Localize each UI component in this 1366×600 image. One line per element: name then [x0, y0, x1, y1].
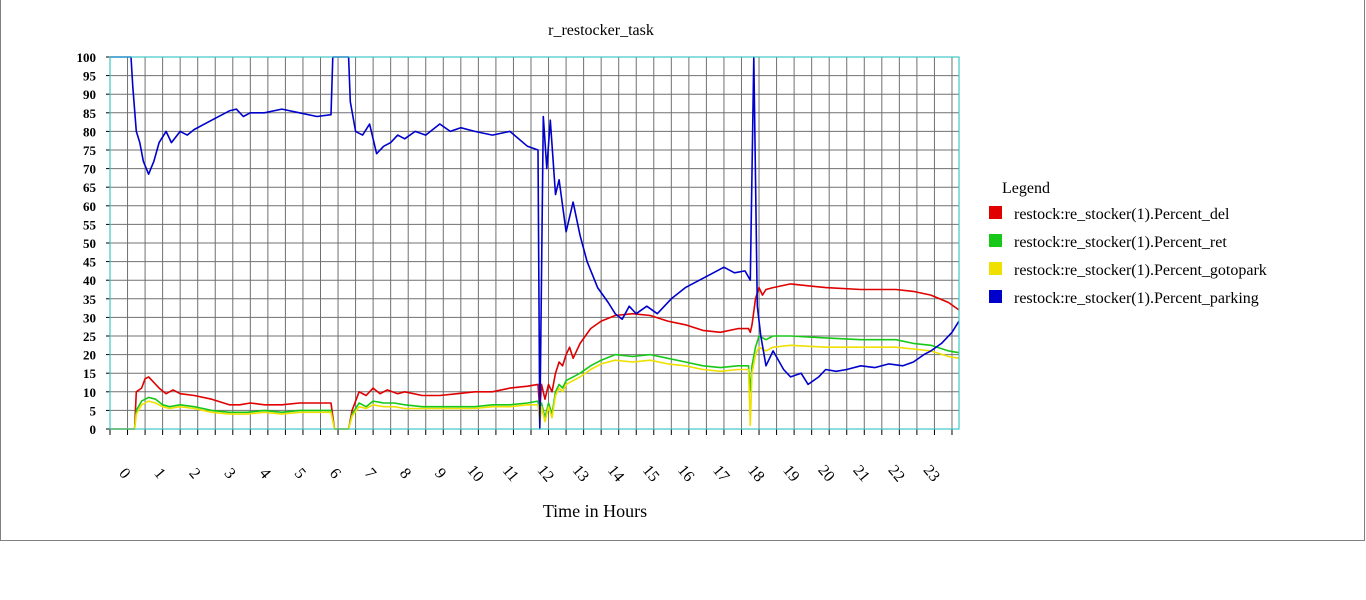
x-tick-label: 1: [150, 465, 168, 482]
x-tick-label: 19: [779, 462, 802, 485]
x-tick-label: 7: [361, 465, 379, 482]
x-tick-label: 2: [185, 465, 203, 482]
legend-swatch: [989, 290, 1002, 303]
y-tick-label: 60: [83, 199, 96, 214]
y-tick-label: 40: [83, 273, 96, 288]
x-tick-label: 21: [849, 462, 872, 485]
x-tick-label: 6: [326, 465, 344, 482]
legend-label: restock:re_stocker(1).Percent_gotopark: [1014, 262, 1267, 279]
y-tick-label: 65: [83, 180, 97, 195]
x-axis-label: Time in Hours: [543, 501, 647, 521]
legend-title: Legend: [1002, 180, 1050, 197]
y-tick-label: 35: [83, 292, 97, 307]
y-tick-label: 10: [83, 385, 96, 400]
x-tick-label: 15: [639, 462, 662, 485]
y-tick-label: 95: [83, 69, 97, 84]
x-tick-label: 16: [674, 462, 697, 485]
x-tick-label: 14: [604, 462, 627, 485]
x-tick-label: 9: [431, 465, 449, 482]
series-lines: [110, 56, 960, 430]
y-tick-label: 25: [83, 329, 97, 344]
series-line-3: [110, 56, 960, 430]
legend-swatch: [989, 262, 1002, 275]
y-tick-label: 5: [90, 403, 97, 418]
y-tick-label: 75: [83, 143, 97, 158]
legend-label: restock:re_stocker(1).Percent_ret: [1014, 234, 1227, 251]
y-tick-label: 85: [83, 106, 97, 121]
legend-items: restock:re_stocker(1).Percent_delrestock…: [989, 206, 1267, 307]
y-tick-label: 45: [83, 255, 97, 270]
x-tick-label: 18: [744, 462, 767, 485]
y-tick-label: 30: [83, 310, 96, 325]
legend-swatch: [989, 234, 1002, 247]
y-tick-label: 20: [83, 348, 96, 363]
window-right-border: [1364, 0, 1365, 541]
legend-label: restock:re_stocker(1).Percent_del: [1014, 206, 1230, 223]
y-tick-label: 50: [83, 236, 96, 251]
x-tick-label: 12: [534, 462, 557, 485]
plot-frame: [109, 56, 960, 430]
x-tick-label: 17: [709, 462, 732, 485]
x-tick-label: 22: [885, 462, 908, 485]
legend: Legend restock:re_stocker(1).Percent_del…: [989, 180, 1267, 307]
y-tick-label: 100: [77, 50, 97, 65]
x-tick-label: 20: [814, 462, 837, 485]
x-tick-label: 23: [920, 462, 943, 485]
x-tick-label: 11: [499, 462, 522, 485]
y-tick-label: 0: [90, 422, 97, 437]
y-tick-label: 90: [83, 87, 96, 102]
legend-label: restock:re_stocker(1).Percent_parking: [1014, 290, 1259, 307]
grid: [109, 56, 959, 430]
x-tick-label: 10: [464, 462, 487, 485]
x-tick-label: 0: [115, 465, 133, 482]
window-bottom-border: [0, 540, 1365, 541]
y-tick-label: 55: [83, 217, 97, 232]
x-tick-label: 3: [221, 465, 239, 482]
window-left-border: [0, 0, 1, 541]
y-tick-label: 15: [83, 366, 97, 381]
y-tick-label: 80: [83, 124, 96, 139]
y-tick-label: 70: [83, 162, 96, 177]
legend-swatch: [989, 206, 1002, 219]
x-tick-label: 5: [291, 465, 309, 482]
chart-title: r_restocker_task: [548, 22, 654, 39]
x-tick-label: 13: [569, 462, 592, 485]
x-tick-label: 4: [256, 465, 274, 482]
x-tick-label: 8: [396, 465, 414, 482]
